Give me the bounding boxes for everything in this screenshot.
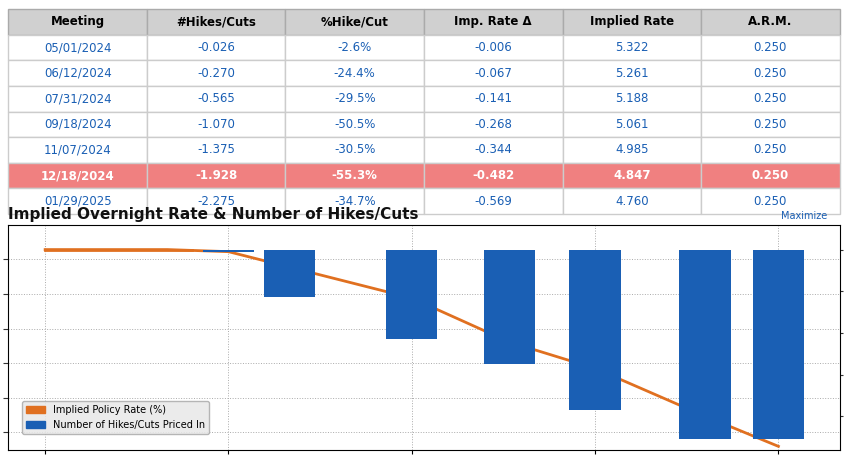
Bar xyxy=(679,250,731,439)
Bar xyxy=(484,250,535,364)
Bar xyxy=(203,250,254,252)
Bar xyxy=(264,250,315,297)
Text: Maximize: Maximize xyxy=(780,211,827,221)
Bar xyxy=(569,250,621,410)
Bar xyxy=(753,250,804,439)
Bar xyxy=(386,250,438,339)
Legend: Implied Policy Rate (%), Number of Hikes/Cuts Priced In: Implied Policy Rate (%), Number of Hikes… xyxy=(22,401,209,434)
Text: Implied Overnight Rate & Number of Hikes/Cuts: Implied Overnight Rate & Number of Hikes… xyxy=(8,207,419,222)
